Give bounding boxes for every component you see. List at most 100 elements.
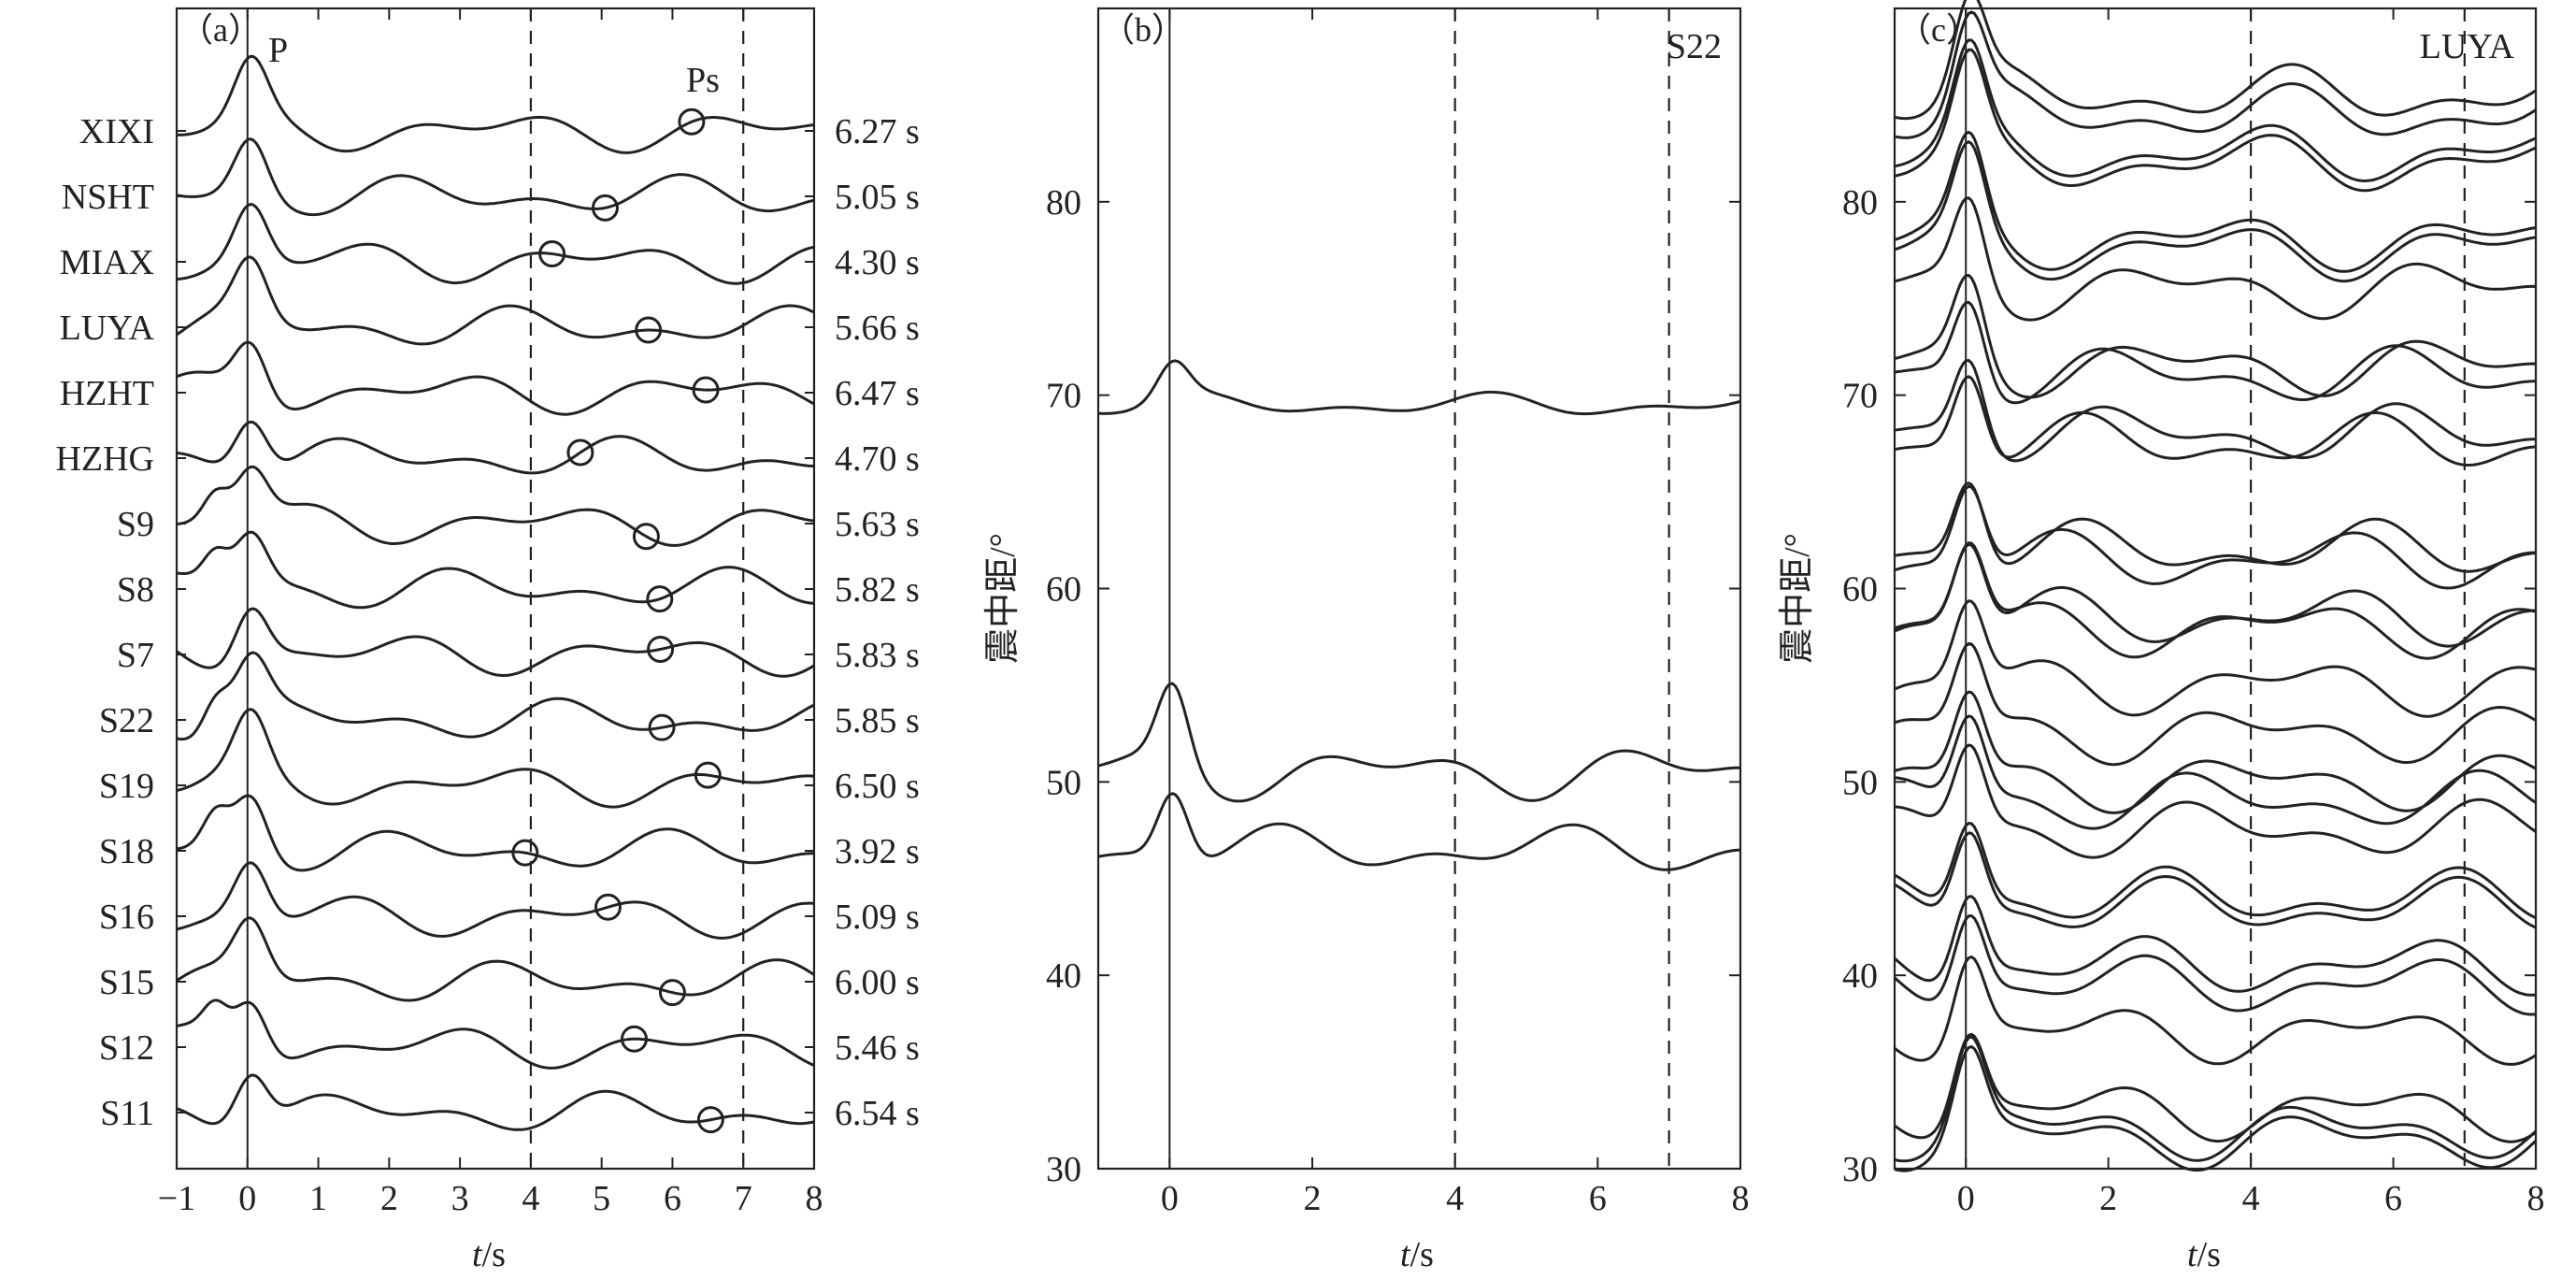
panel-a-frame xyxy=(175,7,816,1171)
ps-pick-S12 xyxy=(621,1025,649,1053)
trace-1 xyxy=(1894,10,2537,139)
x-tick-label: 6 xyxy=(2384,1179,2402,1218)
trace-12 xyxy=(1894,484,2537,590)
ps-time-label-S16: 5.09 s xyxy=(835,898,920,937)
ps-pick-NSHT xyxy=(591,194,619,222)
trace-26 xyxy=(1894,1035,2538,1163)
ps-time-label-LUYA: 5.66 s xyxy=(835,309,920,348)
panel-b-label: （b） xyxy=(1101,11,1185,49)
trace-4 xyxy=(1894,130,2537,273)
y-tick-label: 80 xyxy=(1046,183,1081,223)
panel-a-body: −1 0 1 2 3 4 5 6 7 8 XIXI 6.27 s NSHT 5.05 s MIAX 4.30 … xyxy=(55,8,920,1218)
y-tick-label: 80 xyxy=(1842,183,1878,223)
receiver-function-S22 xyxy=(176,651,815,741)
receiver-function-S8 xyxy=(176,530,815,610)
trace-16 xyxy=(1894,641,2537,767)
ps-time-label-S18: 3.92 s xyxy=(835,832,920,871)
ps-pick-S18 xyxy=(511,839,539,867)
ps-time-label-HZHG: 4.70 s xyxy=(835,439,920,479)
trace-1 xyxy=(1097,682,1740,803)
x-tick-label: 4 xyxy=(1446,1179,1464,1218)
ps-pick-MIAX xyxy=(538,240,566,268)
ps-time-label-MIAX: 4.30 s xyxy=(835,243,920,282)
y-tick-label: 40 xyxy=(1046,956,1081,996)
station-label-S8: S8 xyxy=(117,570,154,610)
trace-24 xyxy=(1894,956,2537,1066)
x-tick-label: 0 xyxy=(1957,1179,1975,1218)
panel-a-label: （a） xyxy=(179,11,262,49)
receiver-function-NSHT xyxy=(176,137,815,217)
panel-c-ylabel: 震中距/° xyxy=(1778,533,1817,664)
y-tick-label: 60 xyxy=(1046,570,1081,610)
trace-13 xyxy=(1894,542,2536,648)
trace-21 xyxy=(1894,831,2537,929)
x-tick-label: 4 xyxy=(522,1179,539,1218)
receiver-function-S18 xyxy=(176,794,815,872)
trace-7 xyxy=(1894,274,2537,399)
station-label-NSHT: NSHT xyxy=(62,178,154,217)
receiver-function-S19 xyxy=(176,708,815,809)
receiver-function-MIAX xyxy=(176,203,815,285)
x-tick-label: 7 xyxy=(735,1179,752,1218)
y-tick-label: 60 xyxy=(1842,570,1878,610)
station-label-S12: S12 xyxy=(99,1028,154,1068)
receiver-function-HZHG xyxy=(176,420,815,475)
ps-time-label-S15: 6.00 s xyxy=(835,963,920,1002)
panel-a: （a） P Ps −1 0 1 2 3 4 5 6 7 8 XIXI 6.27 s NSHT 5.05 s… xyxy=(55,7,920,1274)
trace-10 xyxy=(1894,375,2537,467)
station-label-S7: S7 xyxy=(117,636,154,675)
trace-6 xyxy=(1894,196,2537,322)
ps-time-label-XIXI: 6.27 s xyxy=(835,112,920,151)
panel-b-body: 0 2 4 6 8 30 40 50 60 70 80 xyxy=(1046,8,1750,1218)
station-label-XIXI: XIXI xyxy=(79,112,154,151)
trace-23 xyxy=(1893,914,2537,1016)
x-tick-label: −1 xyxy=(158,1179,195,1218)
x-tick-label: 2 xyxy=(380,1179,398,1218)
ps-time-label-NSHT: 5.05 s xyxy=(835,178,920,217)
panel-b-title: S22 xyxy=(1667,27,1722,66)
panel-c-title: LUYA xyxy=(2420,27,2515,66)
y-tick-label: 50 xyxy=(1046,763,1081,802)
y-tick-label: 40 xyxy=(1842,956,1878,996)
ps-time-label-S9: 5.63 s xyxy=(835,505,920,544)
x-tick-label: 3 xyxy=(451,1179,469,1218)
trace-20 xyxy=(1894,822,2537,920)
x-tick-label: 0 xyxy=(1161,1179,1179,1218)
ps-pick-XIXI xyxy=(678,108,706,136)
receiver-function-S9 xyxy=(176,465,815,547)
x-tick-label: 1 xyxy=(309,1179,327,1218)
receiver-function-XIXI xyxy=(177,54,815,154)
ps-pick-HZHG xyxy=(566,438,594,467)
trace-3 xyxy=(1894,48,2537,193)
trace-18 xyxy=(1894,714,2537,830)
ps-pick-S15 xyxy=(658,979,686,1007)
x-tick-label: 6 xyxy=(664,1179,681,1218)
station-label-S18: S18 xyxy=(99,832,154,871)
trace-25 xyxy=(1894,1032,2537,1143)
receiver-function-HZHT xyxy=(176,340,815,416)
trace-0 xyxy=(1894,0,2537,121)
station-label-MIAX: MIAX xyxy=(60,243,154,282)
panel-b: （b） S22 震中距/° 0 2 4 6 8 30 40 50 60 70 80 t/s xyxy=(983,7,1750,1274)
ps-pick-S22 xyxy=(648,713,676,741)
trace-9 xyxy=(1894,359,2536,463)
trace-0 xyxy=(1097,359,1741,416)
p-phase-label: P xyxy=(268,31,288,70)
ps-time-label-S8: 5.82 s xyxy=(835,570,920,610)
panel-c-body: 0 2 4 6 8 30 40 50 60 70 80 xyxy=(1842,0,2545,1218)
trace-11 xyxy=(1894,481,2537,573)
x-tick-label: 8 xyxy=(2527,1179,2545,1218)
panel-c-xlabel: t/s xyxy=(2187,1235,2221,1274)
x-tick-label: 2 xyxy=(2099,1179,2117,1218)
ps-time-label-S11: 6.54 s xyxy=(835,1094,920,1133)
x-tick-label: 4 xyxy=(2242,1179,2260,1218)
panel-b-ylabel: 震中距/° xyxy=(983,533,1023,664)
station-label-S15: S15 xyxy=(99,963,154,1002)
panel-b-xlabel: t/s xyxy=(1400,1235,1434,1274)
station-label-HZHT: HZHT xyxy=(60,374,154,413)
ps-pick-S19 xyxy=(694,761,722,789)
ps-pick-S7 xyxy=(647,635,675,663)
station-label-S11: S11 xyxy=(100,1094,154,1133)
